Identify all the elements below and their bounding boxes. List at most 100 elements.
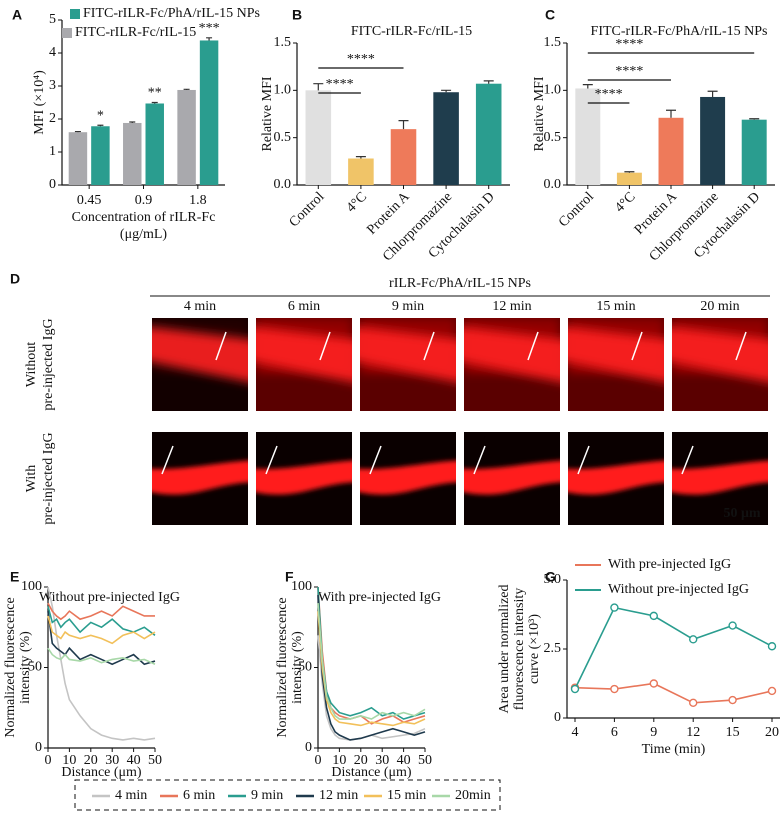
series-line — [317, 603, 426, 720]
micrograph-content — [256, 318, 352, 411]
y-tick-label: 0 — [49, 177, 56, 192]
x-tick-label: 4 — [572, 725, 579, 740]
axes — [61, 20, 225, 186]
marker-line — [369, 445, 382, 475]
x-tick-label: 30 — [105, 753, 119, 768]
time-label: 12 min — [492, 299, 531, 314]
vessel — [256, 460, 352, 495]
bar — [475, 83, 502, 185]
y-axis-label: fluorescence intensity — [512, 588, 527, 710]
marker-line — [577, 445, 590, 475]
bar — [390, 129, 417, 185]
bar — [145, 103, 164, 185]
x-tick-label: 15 — [726, 725, 740, 740]
micrograph — [256, 432, 352, 525]
y-tick-label: 2 — [49, 111, 56, 126]
marker — [649, 611, 658, 621]
error-bar — [151, 101, 158, 104]
y-tick-label: 0.0 — [274, 177, 292, 192]
vessel — [152, 460, 248, 495]
y-tick-label: 0 — [35, 740, 42, 755]
row-label: pre-injected IgG — [41, 318, 56, 410]
y-tick-label: 5 — [49, 12, 56, 27]
panel-label: B — [292, 7, 302, 23]
marker — [728, 621, 737, 630]
panel-label: G — [545, 569, 556, 585]
vessel — [672, 460, 768, 495]
micrograph-content — [464, 432, 560, 525]
marker — [649, 679, 658, 688]
x-axis-label: (μg/mL) — [120, 227, 167, 242]
panel-label: A — [12, 7, 22, 23]
y-tick-label: 100 — [21, 579, 42, 594]
chart-title: FITC-rILR-Fc/rIL-15 — [351, 24, 472, 39]
bar — [91, 126, 110, 185]
micrograph-content — [152, 318, 248, 411]
x-tick-label: 40 — [127, 753, 141, 768]
vessel — [568, 460, 664, 495]
time-label: 6 min — [288, 299, 320, 314]
vessel — [464, 460, 560, 495]
micrograph-content — [568, 318, 664, 411]
micrograph — [672, 318, 768, 411]
bar — [177, 89, 196, 185]
series-line — [317, 586, 426, 720]
x-axis-label: Time (min) — [642, 742, 706, 757]
x-axis-label: Concentration of rILR-Fc — [72, 210, 216, 225]
micrograph — [360, 318, 456, 411]
micrograph — [152, 318, 248, 411]
legend-label: Without pre-injected IgG — [608, 582, 749, 597]
error-bar — [441, 89, 452, 93]
error-bar — [74, 130, 81, 133]
row-label: With — [24, 465, 39, 492]
marker-line — [265, 445, 278, 475]
x-tick-label: 50 — [418, 753, 432, 768]
error-bar — [355, 156, 366, 159]
micrograph — [152, 432, 248, 525]
bar — [741, 119, 767, 185]
micrograph-content — [672, 318, 768, 411]
bar — [68, 132, 88, 185]
legend-swatch — [62, 28, 72, 38]
legend-label: 20min — [455, 788, 491, 803]
legend-label: 6 min — [183, 788, 215, 803]
y-tick-label: 0 — [305, 740, 312, 755]
x-tick-label: 0 — [315, 753, 322, 768]
x-axis-label: Distance (μm) — [61, 765, 142, 780]
series-line — [47, 606, 156, 636]
micrograph-content — [256, 432, 352, 525]
bar — [658, 117, 684, 185]
time-label: 15 min — [596, 299, 635, 314]
micrograph-content — [360, 432, 456, 525]
series-line — [317, 595, 426, 741]
marker — [728, 695, 737, 705]
error-bar — [313, 83, 324, 91]
series-line — [574, 682, 773, 704]
y-tick-label: 100 — [291, 579, 312, 594]
legend-label: 4 min — [115, 788, 147, 803]
error-bar — [129, 121, 136, 123]
error-bar — [582, 84, 593, 89]
x-tick-label: 12 — [686, 725, 700, 740]
x-tick-label: 4°C — [612, 189, 638, 215]
y-tick-label: 0.0 — [544, 177, 562, 192]
marker — [570, 684, 580, 694]
y-axis-label: Relative MFI — [260, 76, 275, 151]
y-axis-label: Area under normalized — [497, 584, 512, 713]
x-tick-label: 6 — [611, 725, 618, 740]
x-tick-label: 10 — [332, 753, 346, 768]
y-tick-label: 0.5 — [544, 130, 562, 145]
row-label: pre-injected IgG — [41, 432, 56, 524]
x-tick-label: 20 — [765, 725, 779, 740]
x-tick-label: 50 — [148, 753, 162, 768]
bar — [433, 92, 459, 185]
micrograph-content — [152, 432, 248, 525]
marker-line — [215, 331, 227, 361]
y-axis-label: intensity (%) — [18, 631, 33, 704]
significance: ** — [148, 86, 162, 101]
error-bar — [483, 80, 494, 84]
y-tick-label: 3 — [49, 78, 56, 93]
marker-line — [161, 445, 174, 475]
series-line — [317, 611, 426, 727]
